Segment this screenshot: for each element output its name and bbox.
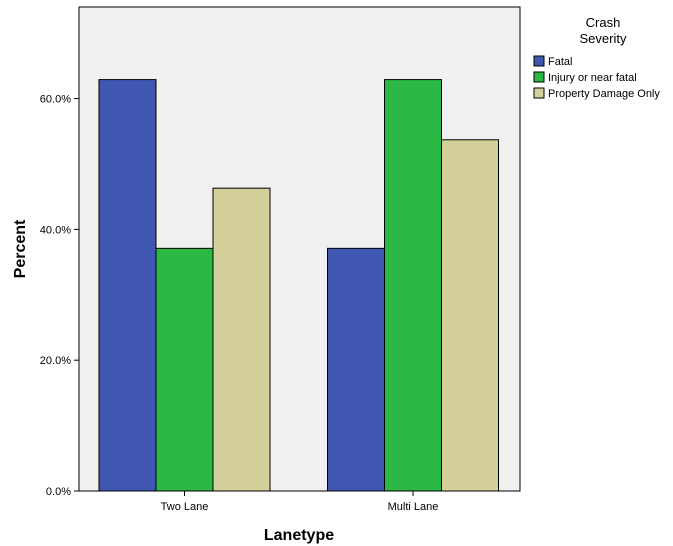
bar-injury-or-near-fatal-two-lane: [155, 247, 214, 492]
bar-injury-or-near-fatal-multi-lane: [384, 79, 442, 492]
legend-title-line1: Crash: [586, 15, 621, 30]
bars-group: [98, 79, 499, 492]
legend: Crash Severity Fatal Injury or near fatal…: [533, 15, 660, 100]
legend-swatch: [533, 87, 545, 99]
bar-property-damage-only-multi-lane: [441, 139, 499, 492]
legend-label: Property Damage Only: [548, 88, 660, 100]
x-axis: Two Lane Multi Lane: [161, 491, 439, 513]
x-tick-label: Multi Lane: [388, 501, 439, 513]
bar-fatal-multi-lane: [327, 247, 385, 492]
legend-swatch: [533, 55, 545, 67]
bar-fatal-two-lane: [98, 79, 157, 492]
y-axis: 0.0% 20.0% 40.0% 60.0%: [40, 94, 79, 498]
y-tick-label: 60.0%: [40, 94, 71, 106]
y-tick-label: 20.0%: [40, 355, 71, 367]
bar-property-damage-only-two-lane: [212, 187, 271, 492]
y-tick-label: 0.0%: [46, 486, 71, 498]
y-tick-label: 40.0%: [40, 224, 71, 236]
legend-label: Injury or near fatal: [548, 72, 637, 84]
legend-swatch: [533, 71, 545, 83]
legend-label: Fatal: [548, 56, 572, 68]
legend-title-line2: Severity: [580, 31, 627, 46]
x-axis-title: Lanetype: [264, 527, 334, 544]
y-axis-title: Percent: [12, 219, 29, 278]
x-tick-label: Two Lane: [161, 501, 209, 513]
